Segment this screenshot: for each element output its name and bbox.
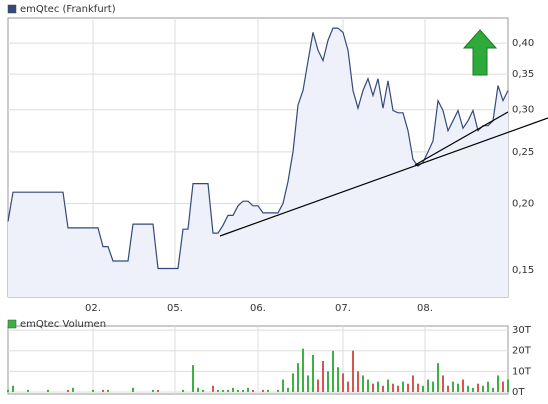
- volume-bar: [322, 361, 324, 392]
- volume-bar: [482, 385, 484, 392]
- volume-bar: [352, 350, 354, 392]
- volume-bar: [397, 385, 399, 392]
- y-tick-label: 0,25: [512, 147, 534, 158]
- volume-bar: [287, 387, 289, 392]
- volume-bar: [262, 389, 264, 392]
- volume-bar: [502, 381, 504, 392]
- y-tick-label: 0,20: [512, 199, 534, 210]
- x-tick-label: 08.: [417, 303, 433, 314]
- volume-bar: [457, 383, 459, 392]
- volume-bar: [467, 385, 469, 392]
- volume-bar: [437, 363, 439, 392]
- volume-bar: [297, 363, 299, 392]
- volume-bar: [422, 385, 424, 392]
- volume-bar: [432, 381, 434, 392]
- volume-bar: [392, 383, 394, 392]
- plot-layer: 02. 05. 06. 07. 08. 0,15 0,20 0,25 0,30 0,35 0,40 e…: [7, 4, 534, 398]
- volume-bar: [157, 389, 159, 392]
- volume-bar: [507, 379, 509, 392]
- price-area: [8, 28, 508, 297]
- volume-bar: [292, 373, 294, 392]
- y-tick-label: 0,35: [512, 69, 534, 80]
- volume-bar: [237, 389, 239, 392]
- volume-bar: [282, 379, 284, 392]
- volume-bar: [472, 387, 474, 392]
- volume-bar: [222, 389, 224, 392]
- volume-bar: [442, 375, 444, 392]
- volume-bar: [497, 375, 499, 392]
- volume-bar: [267, 389, 269, 392]
- volume-bar: [252, 389, 254, 392]
- volume-bar: [197, 387, 199, 392]
- volume-bar: [337, 367, 339, 392]
- volume-bar: [132, 387, 134, 392]
- volume-bar: [152, 389, 154, 392]
- volume-bar: [417, 383, 419, 392]
- volume-bar: [307, 375, 309, 392]
- volume-bar: [242, 389, 244, 392]
- volume-bar: [492, 387, 494, 392]
- y-tick-label: 30T: [512, 325, 532, 336]
- volume-bar: [72, 387, 74, 392]
- volume-bar: [462, 379, 464, 392]
- volume-bar: [12, 385, 14, 392]
- volume-bar: [382, 385, 384, 392]
- volume-bar: [217, 389, 219, 392]
- legend-label: emQtec Volumen: [20, 319, 106, 330]
- volume-bar: [102, 389, 104, 392]
- legend-swatch: [7, 4, 17, 14]
- volume-bar: [342, 373, 344, 392]
- x-tick-label: 02.: [85, 303, 101, 314]
- volume-bar: [312, 354, 314, 392]
- volume-bar: [487, 381, 489, 392]
- volume-bar: [232, 387, 234, 392]
- volume-bar: [357, 371, 359, 392]
- volume-bar: [277, 389, 279, 392]
- volume-bar: [347, 381, 349, 392]
- volume-bar: [212, 385, 214, 392]
- volume-bar: [387, 379, 389, 392]
- volume-bar: [367, 379, 369, 392]
- volume-bar: [7, 389, 9, 392]
- volume-bar: [377, 381, 379, 392]
- volume-bar: [47, 389, 49, 392]
- legend-swatch: [7, 319, 17, 329]
- volume-bar: [182, 389, 184, 392]
- volume-bar: [332, 350, 334, 392]
- trend-line: [414, 111, 509, 166]
- volume-bar: [362, 375, 364, 392]
- y-tick-label: 0,15: [512, 265, 534, 276]
- volume-bar: [202, 389, 204, 392]
- volume-bar: [327, 371, 329, 392]
- x-tick-label: 07.: [335, 303, 351, 314]
- volume-bar: [92, 389, 94, 392]
- trend-line: [219, 117, 548, 237]
- y-tick-label: 0,40: [512, 38, 534, 49]
- volume-bar: [402, 381, 404, 392]
- volume-bar: [412, 375, 414, 392]
- y-tick-label: 0T: [512, 387, 525, 398]
- volume-bar: [372, 383, 374, 392]
- volume-bar: [477, 383, 479, 392]
- legend-label: emQtec (Frankfurt): [20, 4, 116, 15]
- volume-bar: [192, 365, 194, 392]
- volume-bar: [407, 383, 409, 392]
- x-tick-label: 06.: [250, 303, 266, 314]
- volume-bar: [227, 389, 229, 392]
- y-tick-label: 0,30: [512, 105, 534, 116]
- volume-bar: [447, 385, 449, 392]
- volume-bar: [247, 387, 249, 392]
- y-tick-label: 20T: [512, 346, 532, 357]
- x-tick-label: 05.: [167, 303, 183, 314]
- up-arrow: [462, 29, 498, 76]
- y-tick-label: 10T: [512, 366, 532, 377]
- volume-bar: [107, 389, 109, 392]
- volume-bar: [27, 389, 29, 392]
- volume-bar: [427, 379, 429, 392]
- volume-bar: [317, 379, 319, 392]
- volume-bar: [67, 389, 69, 392]
- volume-bar: [452, 381, 454, 392]
- volume-bar: [302, 348, 304, 392]
